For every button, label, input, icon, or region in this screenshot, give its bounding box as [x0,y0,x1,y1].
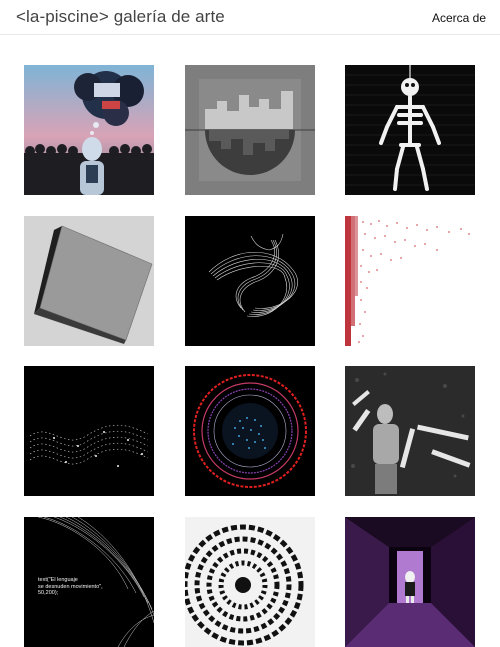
figure-text-artwork [345,366,475,496]
spiral-artwork [185,517,315,647]
skeleton-artwork [345,65,475,195]
red-particles-artwork [345,216,475,346]
artwork-tile-10[interactable]: text("El lenguaje se desnuden movimiento… [24,517,154,647]
surreal-collage-artwork [24,65,154,195]
site-title-link[interactable]: <la-piscine> galería de arte [16,7,225,26]
ribbon-curves-artwork [185,216,315,346]
artwork-tile-12[interactable] [345,517,475,647]
white-waves-artwork [24,366,154,496]
artwork-tile-1[interactable] [24,65,154,195]
artwork-tile-7[interactable] [24,366,154,496]
city-skyline-artwork [185,65,315,195]
artwork-tile-4[interactable] [24,216,154,346]
artwork-tile-9[interactable] [345,366,475,496]
artwork-tile-3[interactable] [345,65,475,195]
artwork-tile-2[interactable] [185,65,315,195]
purple-corridor-artwork [345,517,475,647]
artwork-caption-text: text("El lenguaje se desnuden movimiento… [38,577,103,596]
artwork-tile-11[interactable] [185,517,315,647]
gray-cube-artwork [24,216,154,346]
about-link[interactable]: Acerca de [431,11,486,25]
artwork-tile-8[interactable] [185,366,315,496]
artwork-tile-5[interactable] [185,216,315,346]
artwork-tile-6[interactable] [345,216,475,346]
circle-rings-artwork [185,366,315,496]
site-header: <la-piscine> galería de arte Acerca de [0,0,500,35]
